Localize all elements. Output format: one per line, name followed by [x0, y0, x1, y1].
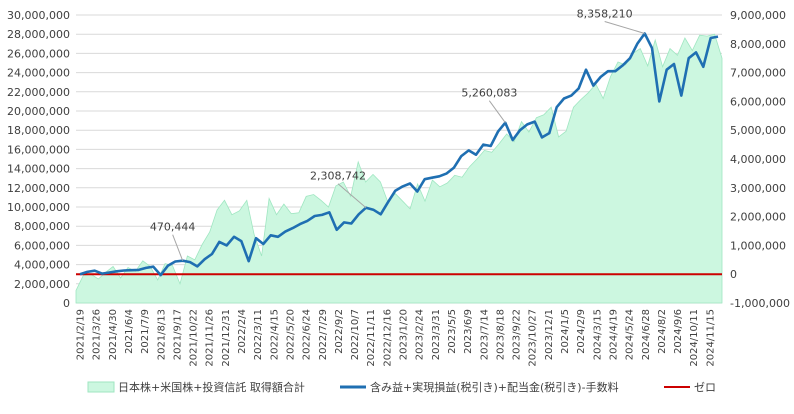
x-tick-label: 2021/3/26	[92, 309, 103, 360]
annotation-label: 5,260,083	[461, 87, 517, 100]
right-tick-label: 5,000,000	[730, 124, 786, 137]
x-tick-label: 2021/6/4	[124, 309, 135, 354]
x-tick-label: 2021/8/13	[156, 309, 167, 360]
left-tick-label: 0	[63, 297, 70, 310]
area-series-acquisition-total	[75, 33, 723, 304]
right-tick-label: 3,000,000	[730, 182, 786, 195]
x-tick-label: 2024/2/9	[576, 309, 587, 354]
x-tick-label: 2023/12/1	[544, 309, 555, 360]
x-tick-label: 2024/9/6	[673, 309, 684, 354]
legend: 日本株+米国株+投資信託 取得額合計 含み益+実現損益(税引き)+配当金(税引き)…	[87, 380, 716, 394]
left-tick-label: 22,000,000	[7, 86, 70, 99]
left-tick-label: 4,000,000	[14, 259, 70, 272]
x-tick-label: 2024/10/11	[689, 309, 700, 367]
x-tick-label: 2023/2/24	[415, 309, 426, 360]
x-tick-label: 2021/10/22	[189, 309, 200, 367]
x-tick-label: 2022/10/7	[350, 309, 361, 360]
x-tick-label: 2022/9/2	[334, 309, 345, 354]
x-tick-label: 2021/12/31	[221, 309, 232, 367]
annotation-leader	[172, 234, 184, 261]
legend-label-zero: ゼロ	[694, 381, 716, 394]
annotation-label: 8,358,210	[577, 7, 633, 20]
x-tick-label: 2024/5/24	[625, 309, 636, 360]
left-tick-label: 16,000,000	[7, 143, 70, 156]
x-tick-label: 2022/2/4	[237, 309, 248, 354]
line-series-profit	[79, 32, 719, 277]
x-tick-label: 2021/11/26	[205, 309, 216, 367]
right-tick-label: 8,000,000	[730, 38, 786, 51]
x-tick-label: 2023/10/27	[528, 309, 539, 367]
x-tick-label: 2023/9/22	[512, 309, 523, 360]
left-tick-label: 28,000,000	[7, 28, 70, 41]
right-axis-ticks: -1,000,000 0 1,000,000 2,000,000 3,000,000 4,…	[730, 9, 790, 310]
left-tick-label: 6,000,000	[14, 239, 70, 252]
x-tick-label: 2022/3/11	[253, 309, 264, 360]
annotation-label: 470,444	[150, 221, 196, 234]
left-tick-label: 8,000,000	[14, 220, 70, 233]
right-tick-label: 9,000,000	[730, 9, 786, 22]
annotation-leader	[604, 21, 645, 34]
left-tick-label: 2,000,000	[14, 278, 70, 291]
line-series-layer	[79, 32, 719, 277]
left-tick-label: 14,000,000	[7, 163, 70, 176]
left-tick-label: 20,000,000	[7, 105, 70, 118]
left-tick-label: 24,000,000	[7, 67, 70, 80]
x-tick-label: 2023/1/20	[399, 309, 410, 360]
right-tick-label: -1,000,000	[730, 297, 790, 310]
legend-label-area: 日本株+米国株+投資信託 取得額合計	[118, 380, 305, 394]
x-tick-label: 2024/11/15	[705, 309, 716, 367]
legend-label-line: 含み益+実現損益(税引き)+配当金(税引き)-手数料	[370, 380, 619, 394]
x-tick-label: 2024/8/2	[657, 309, 668, 354]
x-tick-label: 2022/4/15	[269, 309, 280, 360]
x-tick-label: 2022/12/16	[382, 309, 393, 367]
x-tick-label: 2022/11/11	[366, 309, 377, 367]
right-tick-label: 4,000,000	[730, 153, 786, 166]
x-tick-label: 2024/3/15	[592, 309, 603, 360]
x-tick-label: 2024/4/19	[608, 309, 619, 360]
right-tick-label: 7,000,000	[730, 67, 786, 80]
x-tick-label: 2023/3/31	[431, 309, 442, 360]
x-tick-label: 2021/2/19	[76, 309, 87, 360]
left-tick-label: 26,000,000	[7, 47, 70, 60]
x-tick-label: 2021/9/17	[172, 309, 183, 360]
x-tick-label: 2023/8/18	[495, 309, 506, 360]
annotation-leader	[488, 100, 506, 124]
x-tick-label: 2022/5/20	[285, 309, 296, 360]
area-series-layer	[75, 33, 723, 304]
x-tick-label: 2021/4/30	[108, 309, 119, 360]
left-tick-label: 18,000,000	[7, 124, 70, 137]
x-tick-label: 2024/6/28	[641, 309, 652, 360]
annotations: 470,444 2,308,742 5,260,083 8,358,210	[150, 7, 645, 261]
right-tick-label: 0	[730, 268, 737, 281]
annotation-leader	[337, 183, 367, 209]
left-tick-label: 12,000,000	[7, 182, 70, 195]
left-tick-label: 10,000,000	[7, 201, 70, 214]
x-axis-ticks: 2021/2/19 2021/3/26 2021/4/30 2021/6/4 2021/…	[76, 309, 717, 367]
right-tick-label: 1,000,000	[730, 239, 786, 252]
x-tick-label: 2023/6/9	[463, 309, 474, 354]
legend-swatch-area	[87, 381, 115, 393]
x-tick-label: 2022/6/24	[302, 309, 313, 360]
x-tick-label: 2024/1/5	[560, 309, 571, 354]
left-axis-ticks: 0 2,000,000 4,000,000 6,000,000 8,000,000 10,…	[7, 9, 70, 310]
annotation-label: 2,308,742	[310, 170, 366, 183]
x-tick-label: 2022/7/29	[318, 309, 329, 360]
x-tick-label: 2021/7/9	[140, 309, 151, 354]
x-tick-label: 2023/7/14	[479, 309, 490, 360]
x-tick-label: 2023/5/5	[447, 309, 458, 354]
right-tick-label: 2,000,000	[730, 211, 786, 224]
left-tick-label: 30,000,000	[7, 9, 70, 22]
right-tick-label: 6,000,000	[730, 95, 786, 108]
